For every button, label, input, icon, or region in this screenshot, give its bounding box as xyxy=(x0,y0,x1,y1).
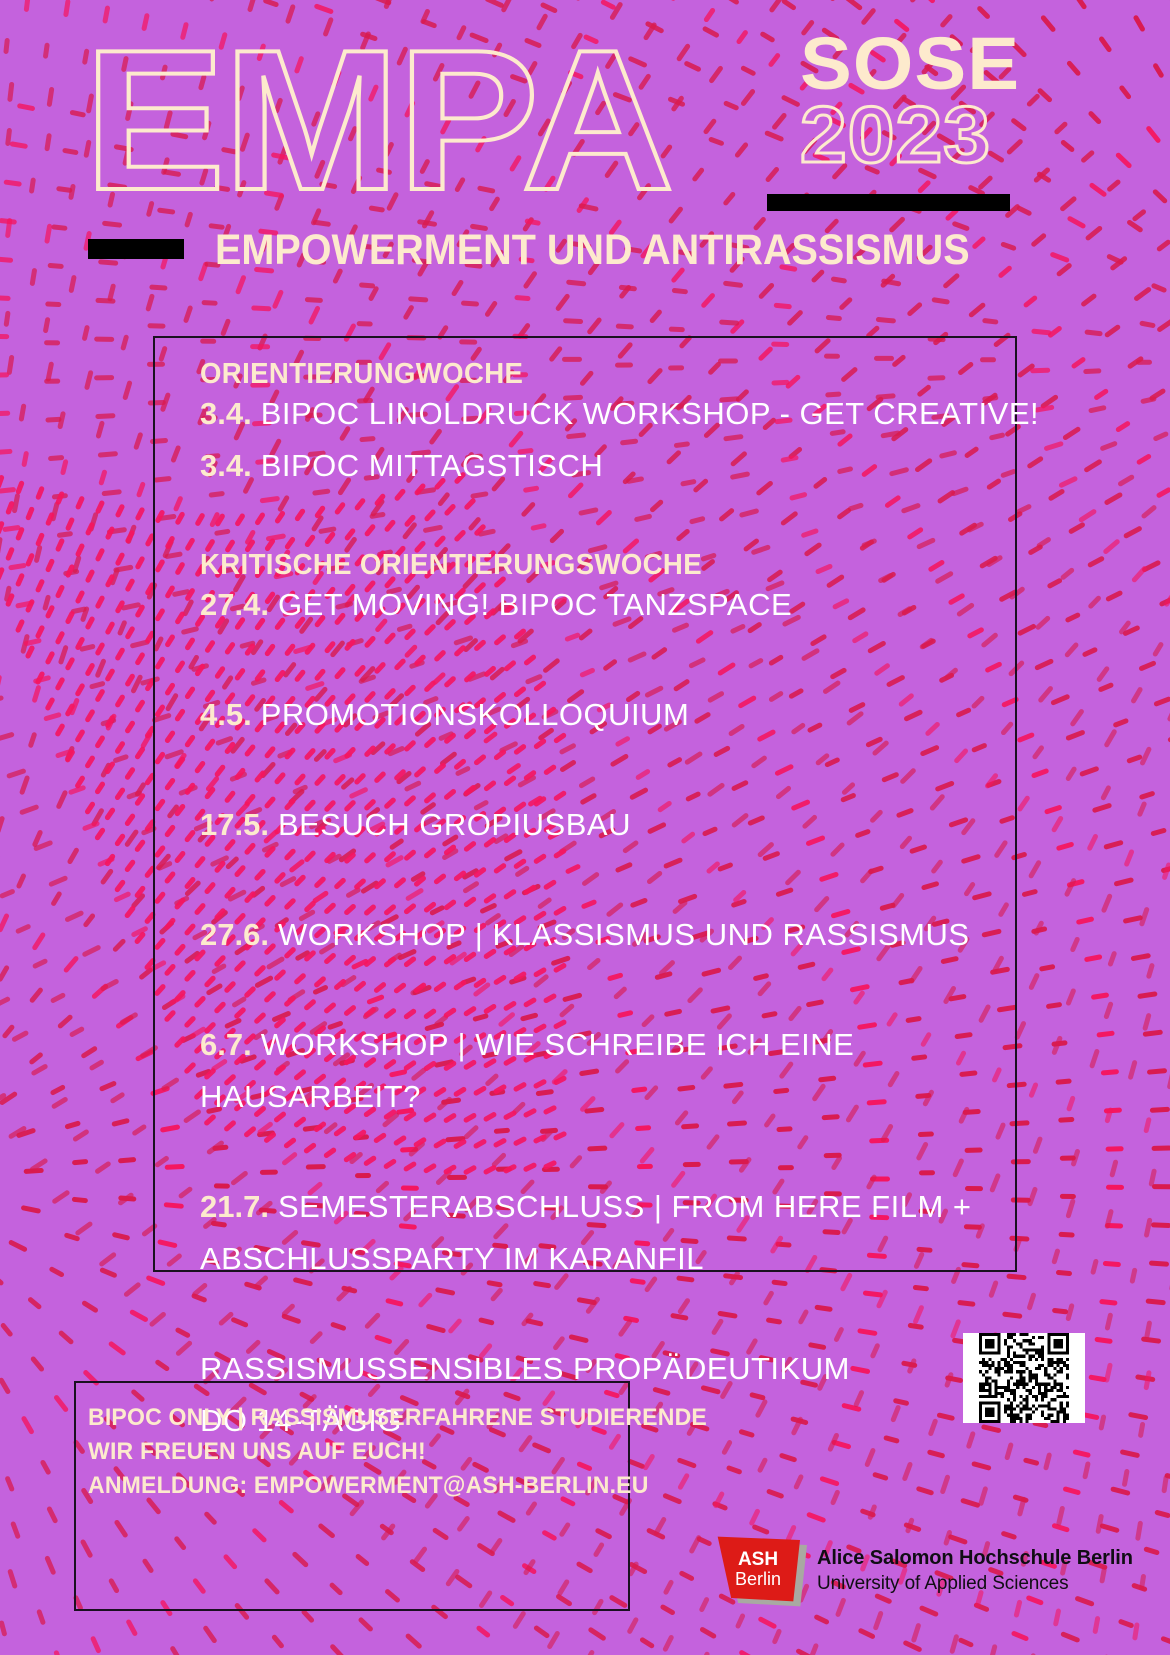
programme-row[interactable]: 3.4. BIPOC MITTAGSTISCH xyxy=(200,445,1060,497)
event-title: WORKSHOP | WIE SCHREIBE ICH EINE HAUSARB… xyxy=(200,1027,855,1114)
black-bar-left xyxy=(88,239,184,259)
year-label: 2023 xyxy=(799,89,992,179)
black-bar-right xyxy=(767,194,1010,211)
event-title: GET MOVING! BIPOC TANZSPACE xyxy=(277,587,793,622)
programme-row[interactable]: 21.7. SEMESTERABSCHLUSS | FROM HERE FILM … xyxy=(200,1186,1060,1290)
event-date: 27.4. xyxy=(200,587,269,622)
programme-row[interactable]: 27.6. WORKSHOP | KLASSISMUS UND RASSISMUS xyxy=(200,914,1060,966)
spacer xyxy=(200,856,1060,914)
ash-logo-mark: ASH Berlin xyxy=(716,1536,807,1607)
event-date: 3.4. xyxy=(200,448,252,483)
ash-berlin-logo: ASH Berlin Alice Salomon Hochschule Berl… xyxy=(716,1536,1133,1607)
programme-list: ORIENTIERUNGWOCHE 3.4. BIPOC LINOLDRUCK WO… xyxy=(200,358,1060,1452)
programme-row[interactable]: 4.5. PROMOTIONSKOLLOQUIUM xyxy=(200,694,1060,746)
semester-label: SOSE xyxy=(800,22,1021,105)
spacer xyxy=(200,1128,1060,1186)
programme-row[interactable]: 3.4. BIPOC LINOLDRUCK WORKSHOP - GET CREA… xyxy=(200,393,1060,445)
event-date: 3.4. xyxy=(200,396,252,431)
standing-offer-title: RASSISMUSSENSIBLES PROPÄDEUTIKUM xyxy=(200,1351,850,1386)
spacer xyxy=(200,636,1060,694)
semester-block: SOSE 2023 xyxy=(799,27,1020,176)
event-date: 17.5. xyxy=(200,807,269,842)
qr-code[interactable] xyxy=(963,1333,1085,1423)
event-date: 6.7. xyxy=(200,1027,252,1062)
ash-logo-acronym: ASH xyxy=(737,1548,779,1570)
university-tagline: University of Applied Sciences xyxy=(817,1572,1069,1594)
event-date: 27.6. xyxy=(200,917,269,952)
standing-offer-row[interactable]: RASSISMUSSENSIBLES PROPÄDEUTIKUM xyxy=(200,1348,1060,1400)
page-title: EMPA xyxy=(82,9,677,232)
contact-info: BIPOC ONLY | RASSISMUSERFAHRENE STUDIERE… xyxy=(88,1401,733,1503)
ash-logo-city: Berlin xyxy=(734,1568,782,1589)
subtitle: EMPOWERMENT UND ANTIRASSISMUS xyxy=(215,226,970,274)
spacer xyxy=(200,746,1060,804)
university-name: Alice Salomon Hochschule Berlin xyxy=(817,1546,1133,1569)
event-title: WORKSHOP | KLASSISMUS UND RASSISMUS xyxy=(277,917,970,952)
contact-line-eligibility: BIPOC ONLY | RASSISMUSERFAHRENE STUDIERE… xyxy=(88,1404,707,1431)
contact-line-registration[interactable]: ANMELDUNG: EMPOWERMENT@ASH-BERLIN.EU xyxy=(88,1472,649,1499)
empa-title-wrap: EMPA xyxy=(82,19,677,223)
section-heading: ORIENTIERUNGWOCHE xyxy=(200,358,524,390)
event-title: BESUCH GROPIUSBAU xyxy=(277,807,631,842)
event-title: PROMOTIONSKOLLOQUIUM xyxy=(260,697,690,732)
poster-header: EMPA SOSE 2023 EMPOWERMENT UND ANTIRASSI… xyxy=(0,0,1170,290)
section-heading: KRITISCHE ORIENTIERUNGSWOCHE xyxy=(200,549,702,581)
event-title: BIPOC LINOLDRUCK WORKSHOP - GET CREATIVE… xyxy=(260,396,1040,431)
contact-line-welcome: WIR FREUEN UNS AUF EUCH! xyxy=(88,1438,426,1465)
ash-logo-wordmark: Alice Salomon Hochschule Berlin Universi… xyxy=(817,1545,1133,1596)
programme-frame xyxy=(153,336,1017,1272)
spacer xyxy=(200,966,1060,1024)
programme-row[interactable]: 6.7. WORKSHOP | WIE SCHREIBE ICH EINE HAU… xyxy=(200,1024,1060,1128)
event-title: BIPOC MITTAGSTISCH xyxy=(260,448,604,483)
spacer xyxy=(200,1290,1060,1348)
programme-row[interactable]: 27.4. GET MOVING! BIPOC TANZSPACE xyxy=(200,584,1060,636)
ash-logo-mark-text: ASH Berlin xyxy=(716,1536,800,1602)
event-date: 21.7. xyxy=(200,1189,269,1224)
event-title: SEMESTERABSCHLUSS | FROM HERE FILM + ABS… xyxy=(200,1189,972,1276)
event-date: 4.5. xyxy=(200,697,252,732)
programme-row[interactable]: 17.5. BESUCH GROPIUSBAU xyxy=(200,804,1060,856)
spacer xyxy=(200,497,1060,549)
